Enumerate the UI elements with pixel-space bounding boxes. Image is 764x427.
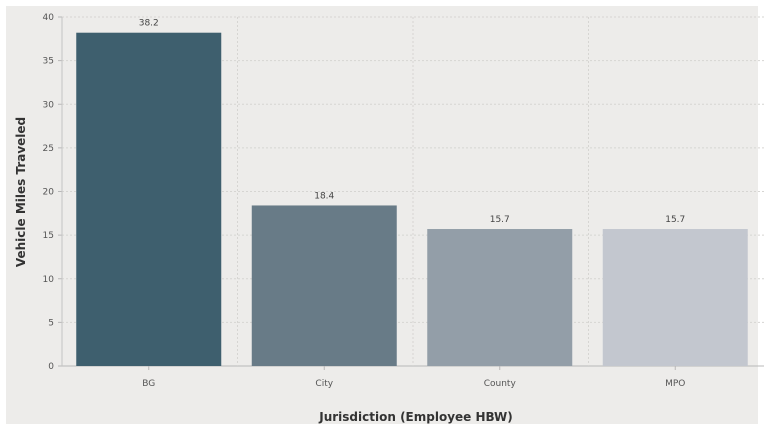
y-tick-label: 10 (43, 275, 55, 285)
bar-mpo (602, 229, 748, 366)
data-label: 15.7 (490, 215, 510, 225)
data-label: 18.4 (314, 191, 334, 201)
y-tick-label: 15 (43, 231, 54, 241)
bars (76, 32, 748, 367)
y-tick-label: 5 (48, 318, 54, 328)
y-tick-label: 25 (43, 144, 54, 154)
labels: 0 5 10 15 20 25 30 35 40 38.2 BG 18.4 City 15.7 County… (43, 13, 686, 389)
x-tick-label: County (484, 379, 517, 389)
bar-county (427, 229, 573, 366)
y-axis-title: Vehicle Miles Traveled (14, 117, 28, 267)
y-tick-label: 20 (43, 188, 55, 198)
bar-city (251, 205, 397, 366)
x-tick-label: City (315, 379, 333, 389)
data-label: 38.2 (139, 19, 159, 29)
y-tick-label: 35 (43, 57, 54, 67)
y-tick-label: 40 (43, 13, 55, 23)
bar-bg (76, 32, 222, 367)
y-tick-label: 30 (43, 100, 55, 110)
x-axis-title: Jurisdiction (Employee HBW) (318, 410, 512, 424)
y-tick-label: 0 (48, 362, 54, 372)
data-label: 15.7 (665, 215, 685, 225)
x-tick-label: MPO (665, 379, 685, 389)
x-tick-label: BG (142, 379, 155, 389)
